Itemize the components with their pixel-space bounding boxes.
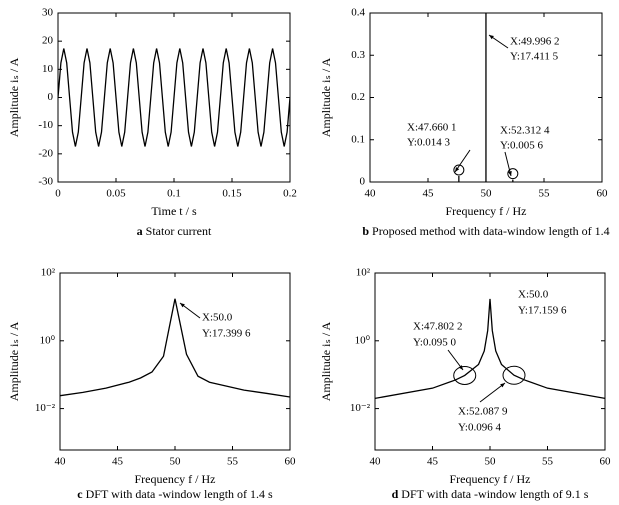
caption-label: c [77,487,83,501]
stem-marker [453,164,465,176]
series-line [60,298,290,398]
annotation: X:49.996 2 [510,36,560,48]
x-tick-label: 55 [539,188,551,200]
caption-label: a [137,224,143,238]
y-tick-label: 10 [42,63,54,75]
x-tick-label: 60 [285,456,297,468]
y-tick-label: 0.2 [351,91,365,103]
x-tick-label: 45 [427,456,439,468]
x-tick-label: 60 [597,188,609,200]
x-tick-label: 0.2 [283,188,297,200]
plot-area [60,298,290,398]
highlight-ring [453,365,477,385]
annotation: X:52.312 4 [500,125,550,137]
y-tick-label: 10⁰ [355,334,371,346]
annotation: X:50.0 [202,312,233,324]
x-tick-label: 50 [485,456,497,468]
arrow-head [458,365,463,370]
x-tick-label: 0.15 [222,188,242,200]
y-tick-label: 10⁻² [350,402,371,414]
y-tick-label: -10 [38,119,53,131]
y-axis-label: Amplitude iₛ / A [7,57,21,137]
x-axis-label: Frequency f / Hz [446,204,527,218]
y-tick-label: 20 [42,35,54,47]
y-tick-label: 0.3 [351,49,365,61]
annotation-arrow [479,382,506,403]
annotation: Y:0.096 4 [458,422,501,434]
x-tick-label: 45 [423,188,435,200]
y-tick-label: -30 [38,176,53,188]
caption-text: Proposed method with data-window length … [372,224,610,238]
x-tick-label: 60 [600,456,612,468]
series-line [58,48,290,147]
x-tick-label: 55 [227,456,239,468]
plot-area [375,298,605,400]
x-tick-label: 50 [170,456,182,468]
stem-marker [507,168,519,180]
highlight-ring [502,365,526,385]
x-tick-label: 40 [55,456,67,468]
arrow-head [507,171,512,176]
x-tick-label: 55 [542,456,554,468]
annotation: Y:0.014 3 [407,137,450,149]
plot-area [58,48,290,147]
y-tick-label: -20 [38,147,53,159]
x-tick-label: 0 [55,188,61,200]
caption: d DFT with data -window length of 9.1 s [392,487,589,501]
caption: a Stator current [137,224,212,238]
x-tick-label: 40 [370,456,382,468]
arrow-head [500,383,505,388]
caption-label: b [362,224,369,238]
annotation: Y:17.399 6 [202,328,251,340]
annotation: Y:17.159 6 [518,305,567,317]
arrow-head [455,167,460,172]
y-axis-label: Amplitude iₛ / A [319,321,333,401]
annotation: X:52.087 9 [458,406,508,418]
y-tick-label: 0.4 [351,7,365,19]
x-tick-label: 0.05 [106,188,126,200]
caption-text: DFT with data -window length of 9.1 s [401,487,588,501]
annotation: X:47.660 1 [407,122,457,134]
plot-area [453,13,519,182]
x-tick-label: 45 [112,456,124,468]
arrow-head [180,303,185,308]
caption-text: DFT with data -window length of 1.4 s [86,487,273,501]
y-axis-label: Amplitude iₛ / A [319,57,333,137]
annotation: Y:17.411 5 [510,51,559,63]
annotation: X:47.802 2 [413,321,463,333]
caption: c DFT with data -window length of 1.4 s [77,487,273,501]
caption-text: Stator current [146,224,212,238]
x-axis-label: Time t / s [151,204,197,218]
annotation: X:50.0 [518,289,549,301]
y-tick-label: 0 [360,176,366,188]
y-tick-label: 10⁻² [35,402,56,414]
x-axis-label: Frequency f / Hz [450,472,531,486]
y-tick-label: 10⁰ [40,334,56,346]
y-tick-label: 0.1 [351,133,365,145]
y-tick-label: 10² [356,267,371,279]
x-tick-label: 40 [365,188,377,200]
caption: b Proposed method with data-window lengt… [362,224,609,238]
annotation: Y:0.095 0 [413,337,456,349]
y-tick-label: 30 [42,7,54,19]
annotation: Y:0.005 6 [500,140,543,152]
x-axis-label: Frequency f / Hz [135,472,216,486]
caption-label: d [392,487,399,501]
y-tick-label: 0 [48,91,54,103]
x-tick-label: 50 [481,188,493,200]
x-tick-label: 0.1 [167,188,181,200]
arrow-head [489,35,494,40]
y-axis-label: Amplitude iₛ / A [7,321,21,401]
y-tick-label: 10² [41,267,56,279]
series-line [375,298,605,400]
